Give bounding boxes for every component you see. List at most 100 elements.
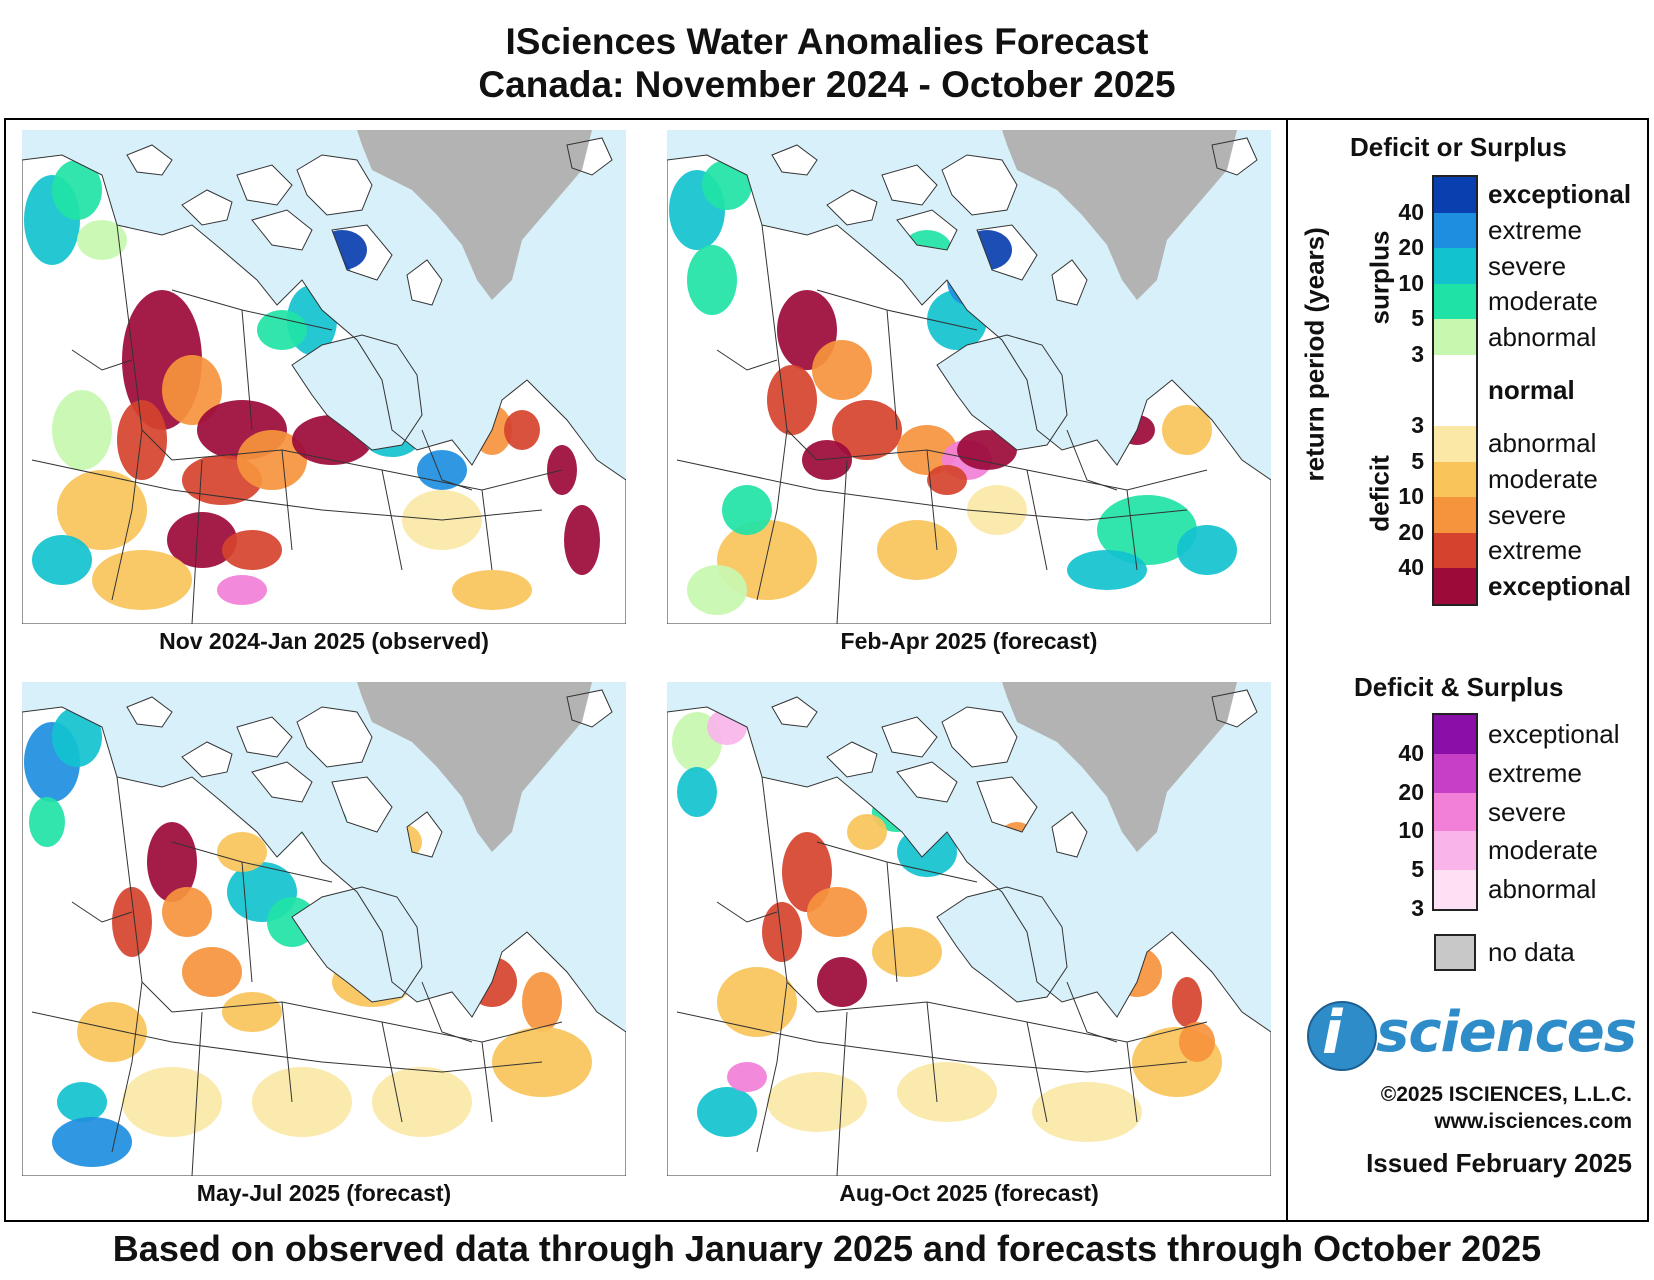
anomaly-region (872, 927, 942, 977)
island-outline (826, 189, 878, 226)
island-outline (1051, 259, 1088, 306)
anomaly-region (372, 1067, 472, 1137)
anomaly-region (522, 972, 562, 1032)
legend-label-deficit-exceptional: exceptional (1488, 570, 1632, 601)
legend-tick-surplus-20: 20 (1398, 234, 1424, 261)
island-outline (941, 706, 1018, 768)
anomaly-region (1179, 1022, 1215, 1062)
legend-scale2-border (1432, 713, 1478, 911)
greenland (1002, 682, 1237, 852)
anomaly-region (92, 550, 192, 610)
admin-border (1126, 489, 1138, 571)
admin-border (676, 1011, 1188, 1073)
island-outline (126, 696, 173, 728)
copyright-text: ©2025 ISCIENCES, L.L.C. (1380, 1083, 1632, 1106)
anomaly-region (767, 365, 817, 435)
anomaly-region (57, 470, 147, 550)
admin-border (381, 469, 403, 571)
legend-tick-both-10: 10 (1398, 817, 1424, 844)
island-outline (236, 164, 293, 206)
anomaly-region (677, 767, 717, 817)
island-outline (771, 696, 818, 728)
admin-border (191, 1011, 203, 1176)
admin-border (1026, 1021, 1048, 1123)
admin-border (886, 861, 898, 983)
admin-border (716, 901, 778, 923)
admin-border (926, 449, 938, 551)
legend-swatch-deficit-severe (1434, 497, 1476, 533)
legend-tick-both-3: 3 (1411, 895, 1424, 921)
legend-tick-surplus-3: 3 (1411, 341, 1424, 367)
legend-label-surplus-extreme: extreme (1488, 214, 1582, 245)
admin-border (1066, 981, 1118, 1043)
admin-border (756, 981, 788, 1153)
anomaly-region (877, 520, 957, 580)
coastline (667, 706, 1271, 1176)
anomaly-region (897, 1062, 997, 1122)
legend-tick-deficit-40: 40 (1398, 554, 1424, 581)
legend-swatch-surplus-extreme (1434, 212, 1476, 249)
map-subtitle: Canada: November 2024 - October 2025 (478, 64, 1176, 105)
admin-border (381, 1021, 403, 1123)
legend-tick-deficit-3: 3 (1411, 412, 1424, 438)
island-outline (406, 811, 443, 858)
admin-border (281, 449, 293, 551)
admin-border (836, 459, 848, 624)
island-outline (126, 144, 173, 176)
caption-may-jul: May-Jul 2025 (forecast) (196, 1180, 452, 1206)
anomaly-region (147, 822, 197, 902)
legend-swatch-deficit-abnormal (1434, 426, 1476, 462)
map-svg (22, 682, 626, 1176)
anomaly-region (1032, 1082, 1142, 1142)
map-title: ISciences Water Anomalies Forecast (505, 21, 1149, 62)
legend-label-surplus-abnormal: abnormal (1488, 321, 1597, 352)
caption-aug-oct: Aug-Oct 2025 (forecast) (839, 1180, 1099, 1206)
anomaly-region (927, 465, 967, 495)
admin-border (241, 861, 253, 983)
admin-border (1066, 429, 1118, 491)
anomaly-region (112, 887, 152, 957)
anomaly-region (162, 355, 222, 425)
legend-swatch-deficit-extreme (1434, 532, 1476, 569)
anomaly-region (1067, 550, 1147, 590)
anomaly-region (702, 160, 752, 210)
anomaly-region (687, 565, 747, 615)
admin-border (71, 349, 133, 371)
caption-feb-apr: Feb-Apr 2025 (forecast) (840, 628, 1098, 654)
legend-tick-deficit-5: 5 (1411, 447, 1424, 474)
admin-border (886, 309, 898, 431)
island-outline (296, 154, 373, 216)
island-outline (976, 776, 1038, 833)
anomaly-region (52, 160, 102, 220)
anomaly-region (452, 570, 532, 610)
legend-tick-surplus-40: 40 (1398, 198, 1424, 225)
isciences-logo (1307, 1001, 1377, 1071)
anomaly-region (817, 957, 867, 1007)
admin-border (31, 459, 543, 521)
island-outline (896, 761, 958, 803)
admin-border (756, 429, 788, 601)
admin-border (676, 459, 1188, 521)
admin-border (111, 981, 143, 1153)
admin-border (191, 459, 203, 624)
legend-swatch-both-extreme (1434, 753, 1476, 793)
hudson-bay (291, 886, 423, 1003)
anomaly-region (77, 220, 127, 260)
greenland (357, 130, 592, 300)
legend-swatch-surplus-exceptional (1434, 177, 1476, 213)
legend-label-surplus-severe: severe (1488, 250, 1567, 281)
island-outline (331, 224, 393, 281)
island-outline (566, 689, 613, 728)
anomaly-region (222, 530, 282, 570)
anomaly-region (162, 887, 212, 937)
legend-label-deficit-severe: severe (1488, 499, 1567, 530)
legend-title-deficit-or-surplus: Deficit or Surplus (1350, 132, 1567, 162)
logo-wordmark: sciences (1376, 1000, 1637, 1065)
issued-date: Issued February 2025 (1366, 1148, 1632, 1178)
legend-swatch-surplus-moderate (1434, 283, 1476, 320)
legend-label-normal: normal (1488, 375, 1575, 405)
logo-letter: i (1322, 998, 1343, 1068)
anomaly-region (217, 575, 267, 605)
legend-label-deficit-moderate: moderate (1488, 463, 1598, 494)
legend-divider (1286, 118, 1288, 1222)
